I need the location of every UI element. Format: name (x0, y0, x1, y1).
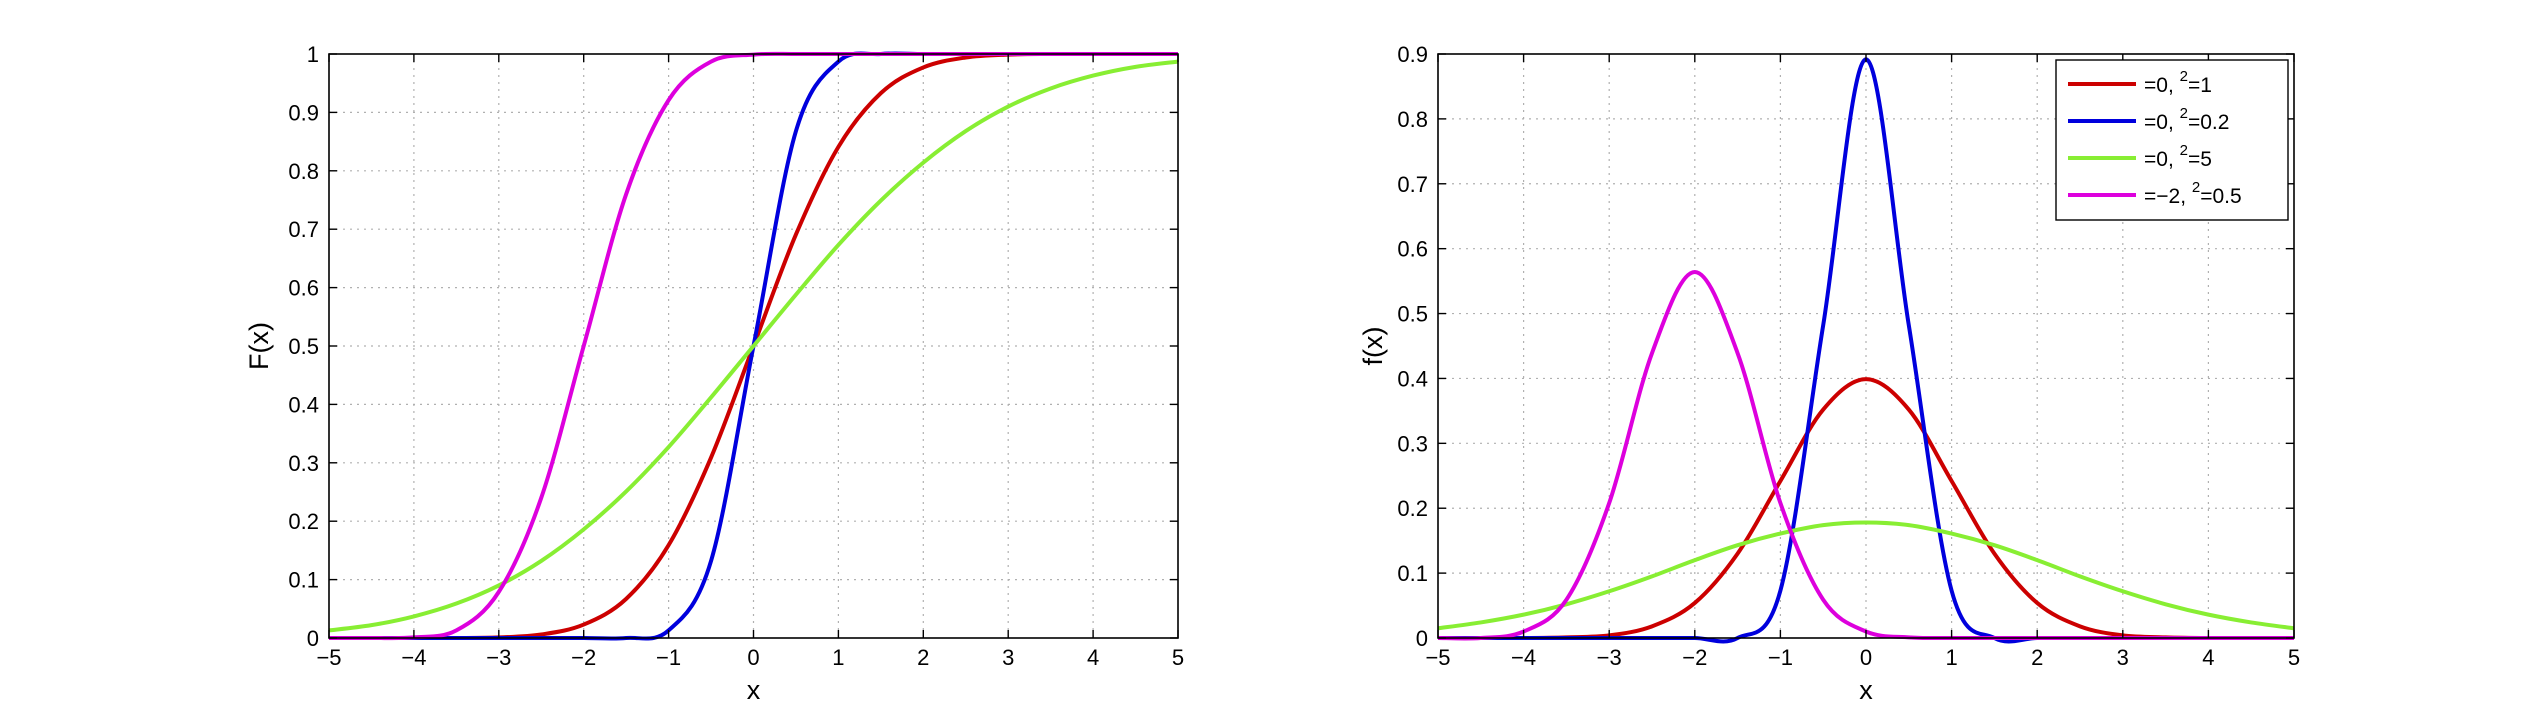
series-line-green (1437, 520, 2295, 631)
x-tick-label: −4 (401, 645, 426, 670)
legend-entry-green: =0, 2=5 (2144, 142, 2212, 171)
y-tick-label: 0.6 (288, 276, 319, 301)
x-tick-label: 5 (2288, 645, 2300, 670)
y-tick-label: 0.5 (1397, 302, 1428, 327)
x-tick-label: −3 (486, 645, 511, 670)
y-tick-label: 0.4 (288, 392, 319, 417)
x-tick-label: −5 (1425, 645, 1450, 670)
x-tick-label: 2 (2031, 645, 2043, 670)
series-line-green (328, 59, 1179, 633)
y-tick-label: 0.8 (1397, 107, 1428, 132)
legend-entry-blue: =0, 2=0.2 (2144, 105, 2229, 134)
y-tick-label: 1 (307, 42, 319, 67)
x-tick-label: −1 (1768, 645, 1793, 670)
x-tick-label: 3 (2117, 645, 2129, 670)
y-tick-label: 0.9 (1397, 42, 1428, 67)
x-tick-label: 0 (747, 645, 759, 670)
y-tick-label: 0.7 (1397, 172, 1428, 197)
y-tick-label: 0.2 (1397, 496, 1428, 521)
legend-entry-red: =0, 2=1 (2144, 68, 2212, 97)
x-tick-label: −4 (1511, 645, 1536, 670)
y-tick-label: 0.3 (1397, 431, 1428, 456)
y-tick-label: 0.8 (288, 159, 319, 184)
x-tick-label: 1 (832, 645, 844, 670)
y-tick-label: 0.1 (1397, 561, 1428, 586)
x-tick-label: −1 (656, 645, 681, 670)
y-tick-label: 0.9 (288, 100, 319, 125)
y-tick-label: 0.2 (288, 509, 319, 534)
y-tick-label: 0.3 (288, 451, 319, 476)
y-tick-label: 0.5 (288, 334, 319, 359)
x-tick-label: 1 (1945, 645, 1957, 670)
pdf-plot: −5 −4 −3 −2 −1 0 1 2 3 4 5 0 0.1 0.2 0.3 0.4 0.5 0.6 0.7 0.… (1358, 42, 2300, 705)
y-tick-label: 0 (1416, 626, 1428, 651)
y-axis-label: f(x) (1358, 327, 1388, 366)
x-axis-label: x (747, 675, 761, 705)
x-tick-label: 4 (1087, 645, 1099, 670)
x-tick-label: −5 (316, 645, 341, 670)
x-tick-label: −2 (1682, 645, 1707, 670)
x-tick-label: −3 (1597, 645, 1622, 670)
cdf-plot: −5 −4 −3 −2 −1 0 1 2 3 4 5 0 0.1 0.2 0.3 0.4 0.5 0.6 0.7 0.… (244, 42, 1184, 705)
legend-entry-magenta: =−2, 2=0.5 (2144, 179, 2242, 208)
y-tick-label: 0.6 (1397, 237, 1428, 262)
x-tick-label: 5 (1172, 645, 1184, 670)
y-tick-label: 0 (307, 626, 319, 651)
y-tick-label: 0.1 (288, 568, 319, 593)
legend: =0, 2=1 =0, 2=0.2 =0, 2=5 =−2, 2=0.5 (2055, 59, 2289, 221)
x-tick-label: −2 (571, 645, 596, 670)
x-tick-label: 2 (917, 645, 929, 670)
x-tick-label: 4 (2202, 645, 2214, 670)
x-tick-label: 0 (1860, 645, 1872, 670)
y-axis-label: F(x) (244, 322, 274, 370)
y-tick-label: 0.4 (1397, 366, 1428, 391)
y-tick-label: 0.7 (288, 217, 319, 242)
x-tick-label: 3 (1002, 645, 1014, 670)
x-axis-label: x (1859, 675, 1873, 705)
